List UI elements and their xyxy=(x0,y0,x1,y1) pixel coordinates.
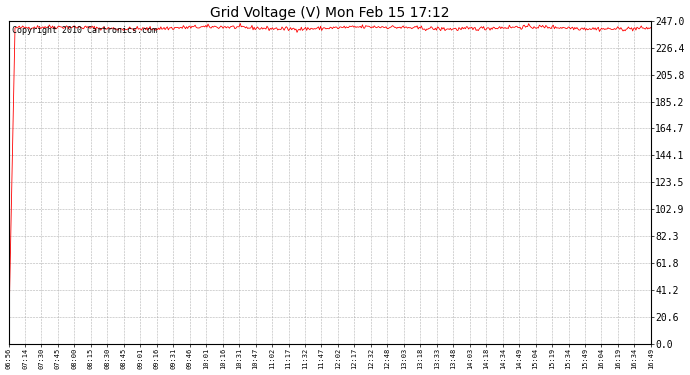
Text: Copyright 2010 Cartronics.com: Copyright 2010 Cartronics.com xyxy=(12,26,157,34)
Title: Grid Voltage (V) Mon Feb 15 17:12: Grid Voltage (V) Mon Feb 15 17:12 xyxy=(210,6,449,20)
